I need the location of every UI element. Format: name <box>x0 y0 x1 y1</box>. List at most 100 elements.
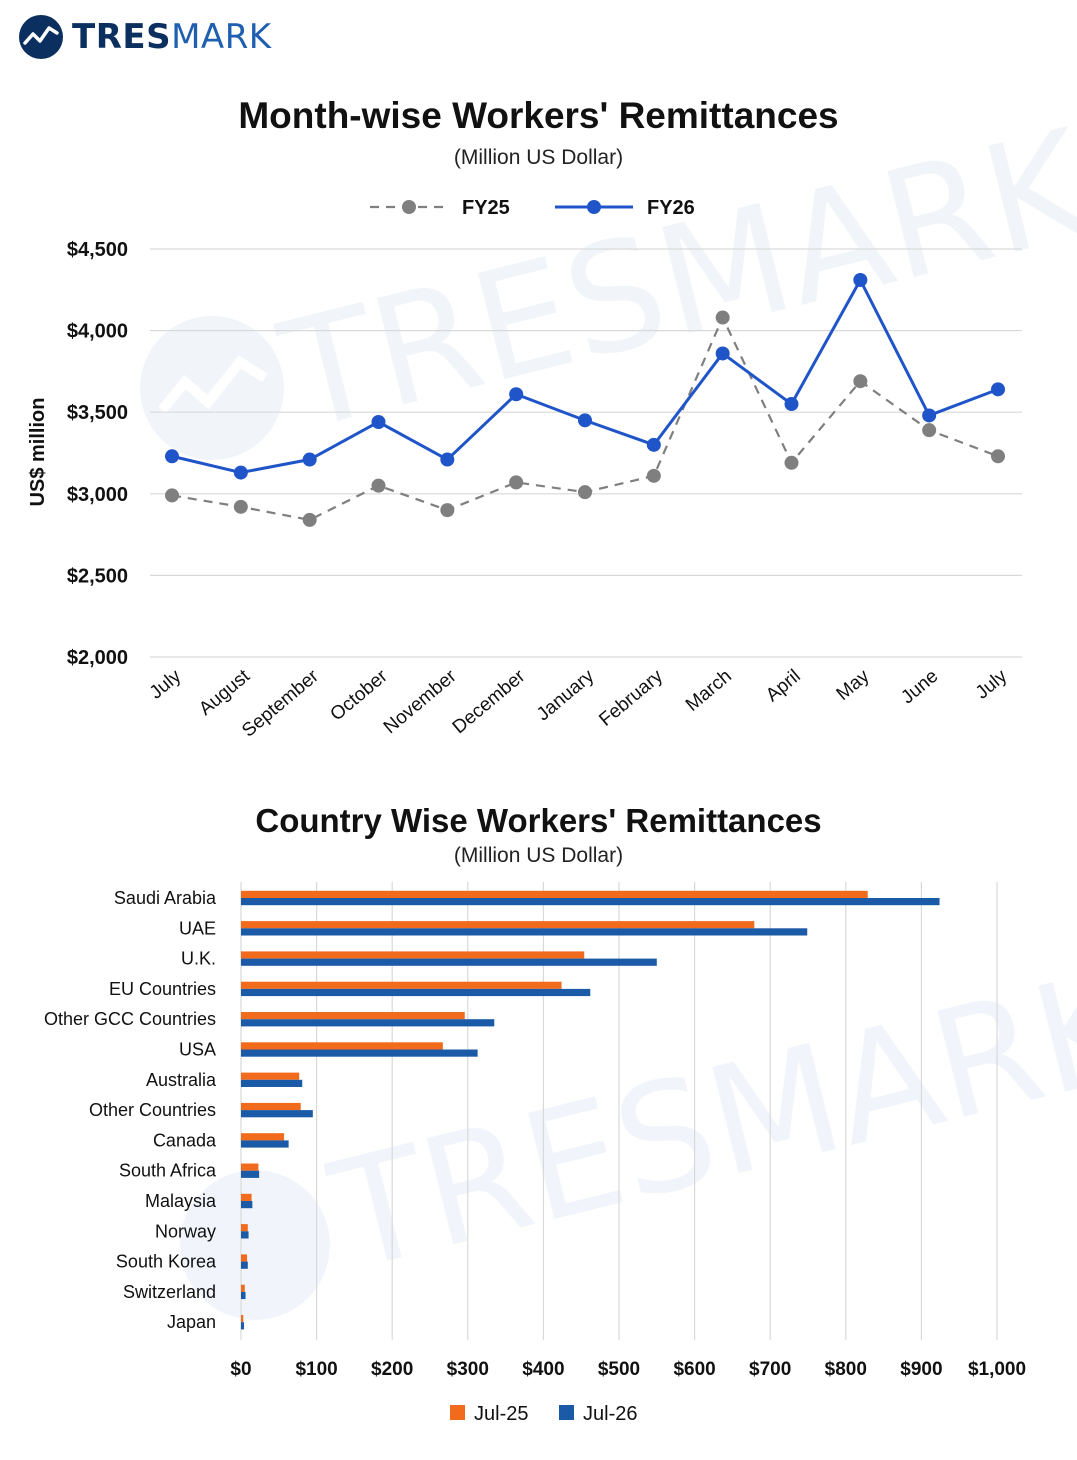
category-label: Other GCC Countries <box>44 1009 216 1029</box>
legend-label: FY26 <box>647 197 695 219</box>
category-label: Australia <box>146 1070 217 1090</box>
bar-jul-25 <box>241 1284 245 1292</box>
x-tick-label: August <box>195 665 254 720</box>
data-point-fy25 <box>991 449 1005 464</box>
watermark: TRESMARK <box>140 97 1077 465</box>
bar-jul-25 <box>241 1163 259 1171</box>
bar-jul-25 <box>241 1224 248 1232</box>
watermark-logo-icon <box>180 1170 330 1320</box>
data-point-fy25 <box>302 512 317 527</box>
bar-jul-25 <box>241 1254 248 1262</box>
bar-jul-25 <box>241 1315 244 1323</box>
data-point-fy26 <box>302 452 317 467</box>
data-point-fy25 <box>853 374 868 389</box>
watermark-logo-icon <box>140 316 284 460</box>
bar-jul-26 <box>241 898 940 906</box>
category-label: South Korea <box>116 1252 217 1272</box>
x-tick-label: $800 <box>825 1359 867 1380</box>
legend-label: Jul-25 <box>474 1403 528 1425</box>
y-tick-label: $2,000 <box>67 647 128 669</box>
x-tick-label: February <box>595 665 667 730</box>
x-tick-label: April <box>762 666 805 707</box>
bar-jul-25 <box>241 1072 300 1080</box>
bar-jul-26 <box>241 1231 249 1239</box>
x-tick-label: November <box>380 665 461 738</box>
data-point-fy25 <box>165 488 179 503</box>
x-tick-label: October <box>326 665 392 725</box>
category-label: U.K. <box>181 949 216 969</box>
brand-name: TRESMARK <box>72 17 272 57</box>
bar-jul-25 <box>241 921 755 929</box>
bar-jul-26 <box>241 958 657 966</box>
data-point-fy25 <box>371 478 386 493</box>
data-point-fy25 <box>646 468 661 483</box>
x-tick-label: July <box>146 665 186 703</box>
bar-chart-subtitle: (Million US Dollar) <box>453 844 624 867</box>
bar-jul-26 <box>241 988 591 997</box>
brand-logo: TRESMARK <box>18 14 272 60</box>
data-point-fy26 <box>646 437 661 452</box>
bar-jul-25 <box>241 1133 285 1141</box>
data-point-fy25 <box>922 423 937 438</box>
bar-jul-26 <box>241 1201 253 1209</box>
data-point-fy25 <box>578 485 592 500</box>
bar-jul-25 <box>241 890 868 898</box>
category-label: Norway <box>155 1221 216 1241</box>
bar-jul-26 <box>241 1049 478 1057</box>
data-point-fy26 <box>784 397 799 412</box>
category-label: USA <box>179 1040 216 1060</box>
watermark-text: TRESMARK <box>266 97 1077 465</box>
x-tick-label: July <box>972 665 1012 703</box>
line-chart-subtitle: (Million US Dollar) <box>453 146 624 169</box>
data-point-fy26 <box>165 449 179 464</box>
x-tick-label: December <box>449 665 530 738</box>
data-point-fy26 <box>991 382 1005 397</box>
bar-chart: TRESMARK $0 $100 $200 $300 $400 $500 $600 $700 $… <box>44 882 1077 1425</box>
category-label: South Africa <box>119 1161 217 1181</box>
brand-name-part2: MARK <box>171 17 272 57</box>
legend-marker-fy26 <box>587 200 601 214</box>
x-tick-label: $500 <box>598 1359 640 1380</box>
x-tick-label: $700 <box>749 1359 791 1380</box>
line-chart-title: Month-wise Workers' Remittances <box>238 95 839 136</box>
legend-swatch-jul-26 <box>559 1405 574 1420</box>
x-tick-label: $300 <box>447 1359 489 1380</box>
data-point-fy26 <box>578 413 592 428</box>
y-tick-label: $3,000 <box>67 484 128 506</box>
y-tick-label: $4,500 <box>67 239 128 261</box>
data-point-fy26 <box>371 414 386 429</box>
x-tick-label: $200 <box>371 1359 413 1380</box>
watermark-trend-icon <box>158 355 268 414</box>
y-axis-label: US$ million <box>27 398 49 507</box>
brand-name-part1: TRES <box>72 17 172 57</box>
bar-jul-25 <box>241 981 562 989</box>
x-tick-label: $1,000 <box>968 1359 1026 1380</box>
x-tick-label: June <box>897 666 942 709</box>
bar-jul-26 <box>241 1322 245 1330</box>
x-tick-label: May <box>833 665 874 704</box>
bar-jul-25 <box>241 1193 252 1201</box>
category-label: UAE <box>179 918 216 938</box>
legend-label: Jul-26 <box>583 1403 637 1425</box>
x-tick-label: September <box>238 665 323 741</box>
category-label: Japan <box>167 1312 216 1332</box>
bar-jul-25 <box>241 1042 443 1050</box>
bar-jul-26 <box>241 1170 260 1178</box>
bar-jul-26 <box>241 1140 289 1148</box>
data-point-fy25 <box>784 455 799 470</box>
data-point-fy26 <box>715 346 730 361</box>
category-label: Canada <box>153 1130 217 1150</box>
bar-jul-26 <box>241 1291 246 1300</box>
legend-label: FY25 <box>462 197 510 219</box>
legend-swatch-jul-25 <box>450 1405 465 1420</box>
category-label: Switzerland <box>123 1282 216 1302</box>
x-tick-label: January <box>533 665 599 725</box>
y-tick-label: $3,500 <box>67 402 128 424</box>
data-point-fy25 <box>715 310 730 325</box>
category-label: Saudi Arabia <box>114 888 217 908</box>
x-tick-label: $600 <box>673 1359 715 1380</box>
bar-chart-title: Country Wise Workers' Remittances <box>255 802 822 839</box>
data-point-fy26 <box>922 408 937 423</box>
x-tick-label: $100 <box>295 1359 337 1380</box>
x-tick-label: March <box>682 666 736 716</box>
